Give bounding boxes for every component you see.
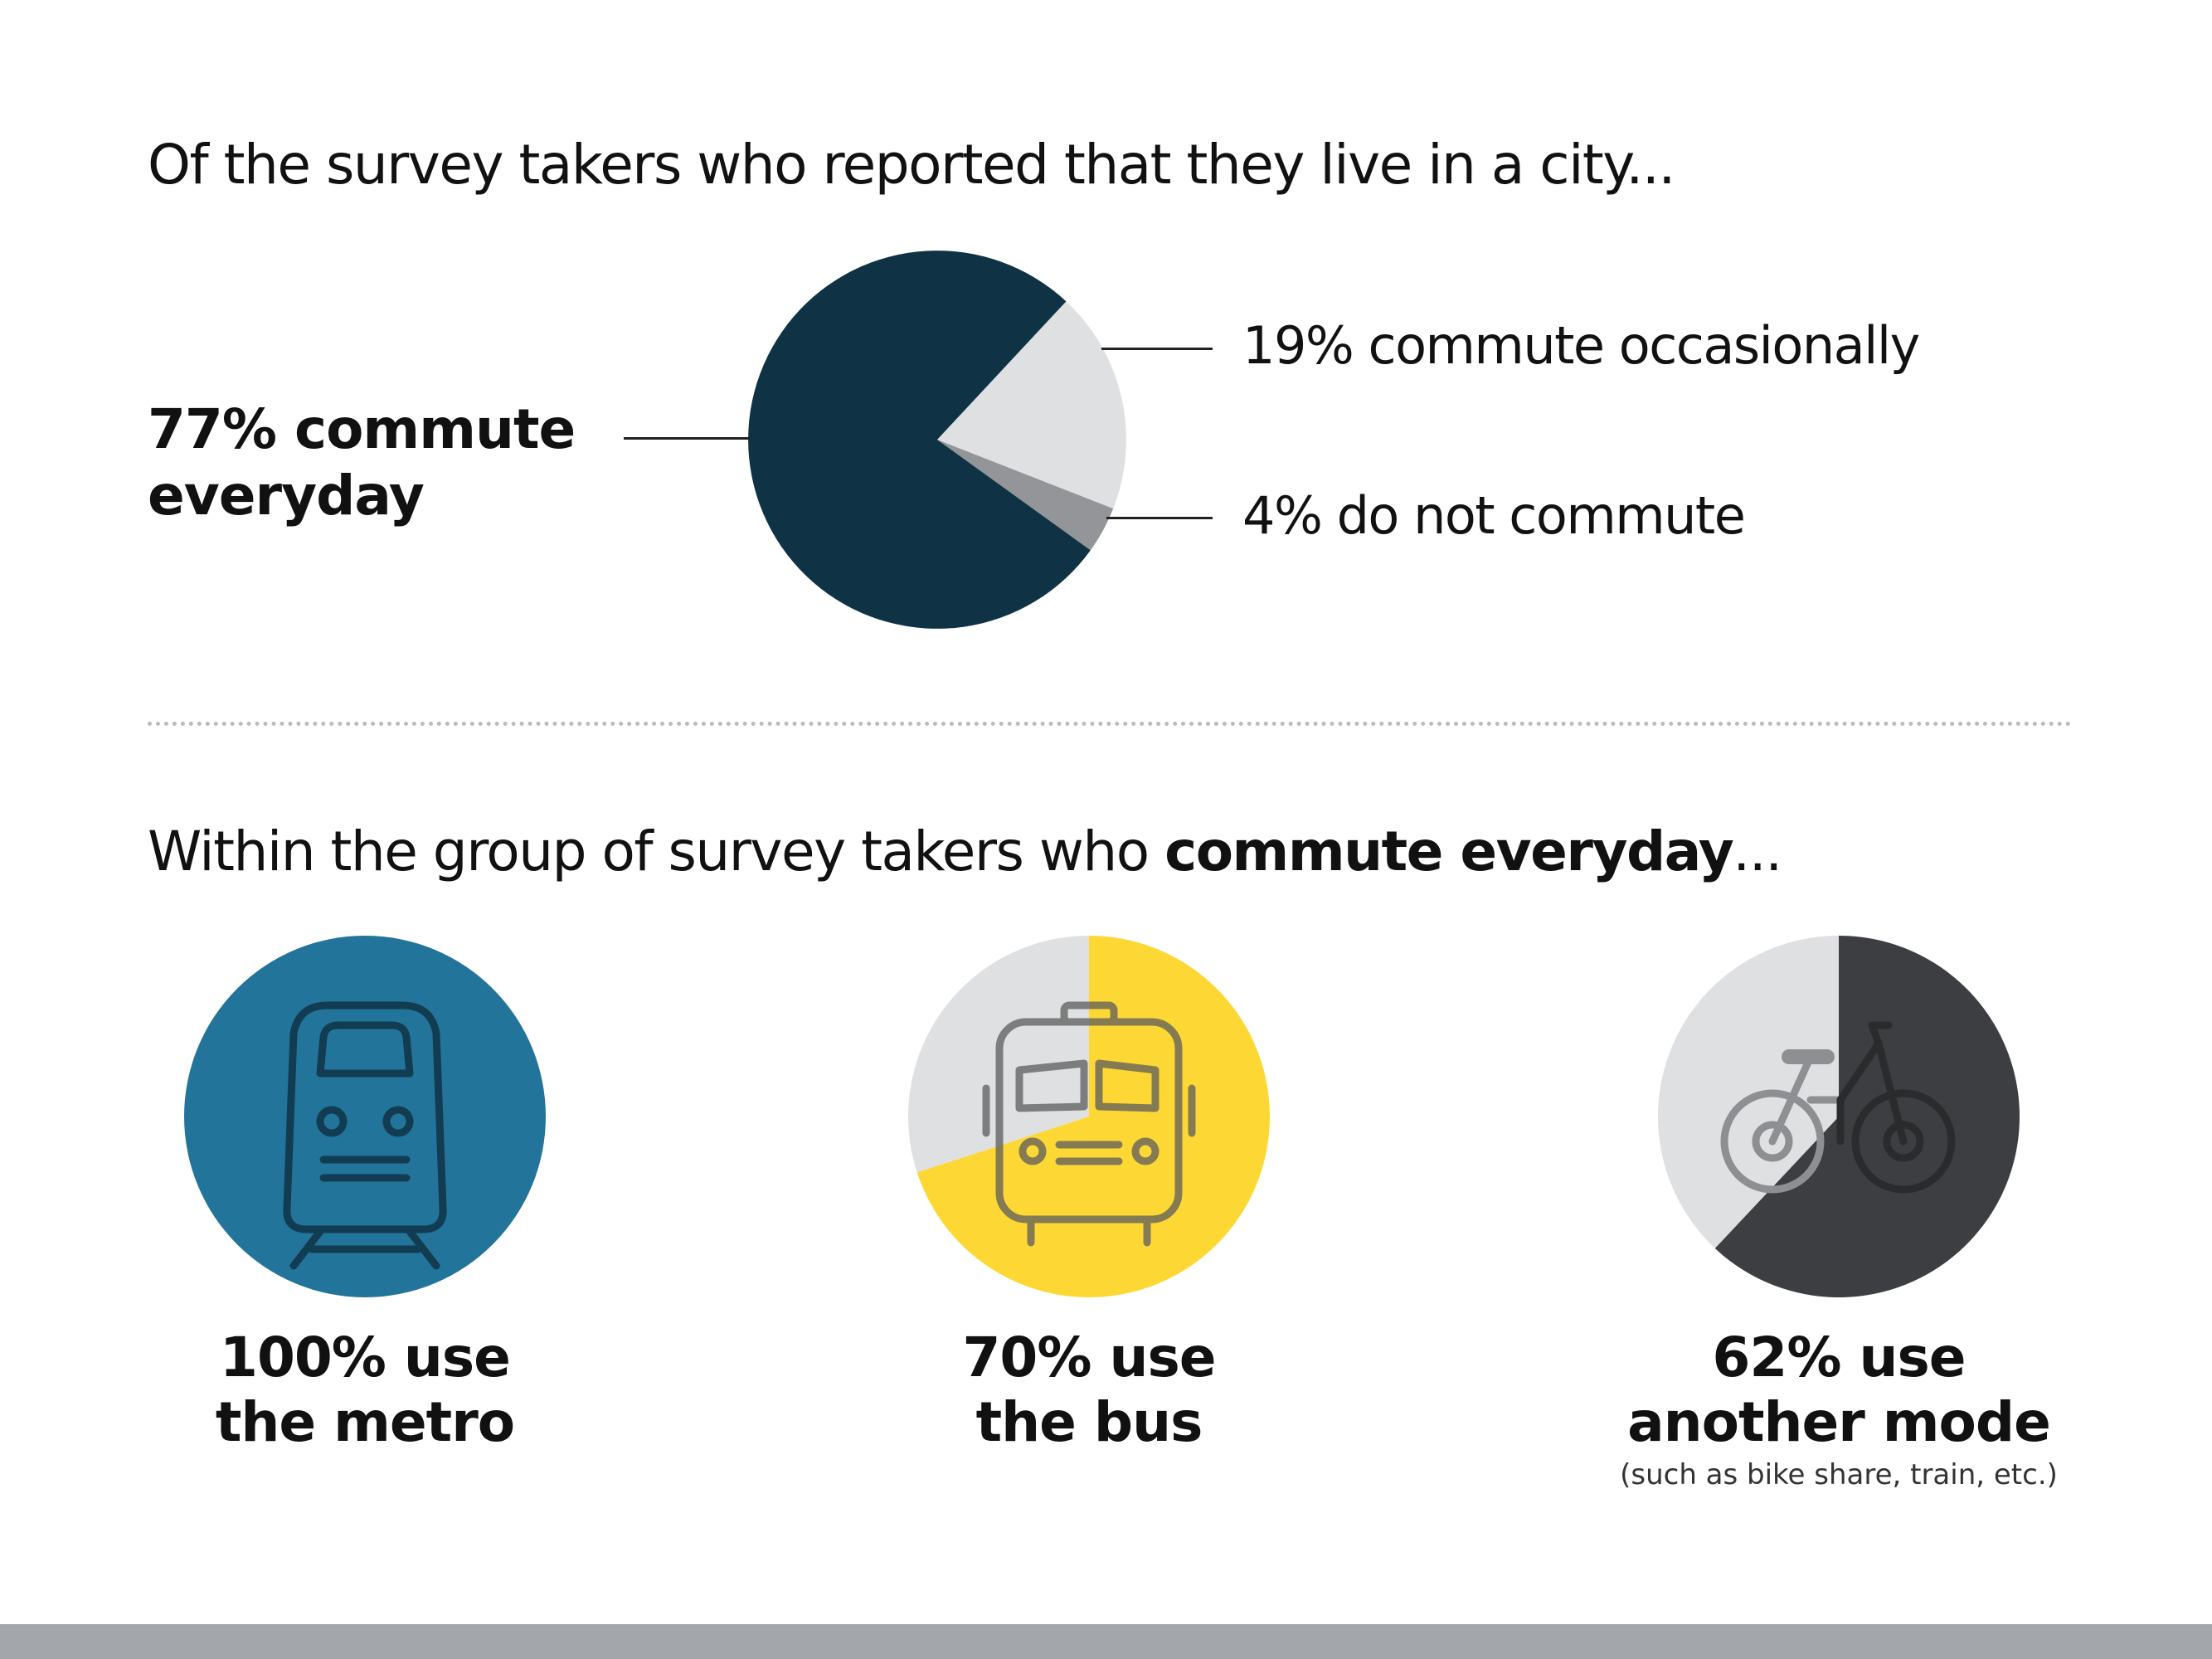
metro-pie xyxy=(184,936,546,1297)
everyday-label-line1: 77% commute xyxy=(148,397,576,461)
bus-icon xyxy=(982,1001,1196,1247)
other-mode-stat-line1: 62% use xyxy=(1712,1326,1966,1389)
other-mode-note: (such as bike share, train, etc.) xyxy=(1620,1458,2058,1491)
occasionally-leader-line xyxy=(1101,348,1213,350)
other-mode-pie xyxy=(1658,936,2020,1297)
other-mode-stat-line2: another mode xyxy=(1627,1390,2051,1454)
commute-slice-do-not-commute xyxy=(937,440,1114,551)
top-heading: Of the survey takers who reported that t… xyxy=(148,133,1675,197)
metro-stat-line1: 100% use xyxy=(220,1326,511,1389)
section-divider xyxy=(148,722,2072,726)
bottom-heading-bold: commute everyday xyxy=(1164,820,1734,883)
commute-slice-commute-everyday xyxy=(748,251,1091,629)
bus-stat-line1: 70% use xyxy=(962,1326,1217,1389)
other-mode-slice-use-another-mode xyxy=(1714,936,2020,1297)
everyday-label-line2: everyday xyxy=(148,464,425,528)
bottom-heading: Within the group of survey takers who co… xyxy=(148,820,1782,883)
metro-slice-use-the-metro xyxy=(184,936,546,1297)
bus-stat-line2: the bus xyxy=(975,1390,1203,1454)
bicycle-icon xyxy=(1720,1021,1956,1194)
train-icon xyxy=(283,1001,447,1270)
not-commute-leader-line xyxy=(1106,517,1213,519)
not-commute-label: 4% do not commute xyxy=(1242,485,1746,546)
everyday-label: 77% commute everyday xyxy=(148,397,576,529)
occasionally-label: 19% commute occasionally xyxy=(1242,315,1920,376)
metro-stat: 100% use the metro xyxy=(158,1326,572,1455)
footer-bar xyxy=(0,1624,2212,1659)
metro-stat-line2: the metro xyxy=(215,1390,515,1454)
everyday-leader-line xyxy=(624,437,750,440)
bus-pie xyxy=(908,936,1270,1297)
commute-slice-commute-occasionally xyxy=(937,301,1126,509)
commute-frequency-pie xyxy=(748,251,1126,629)
bottom-heading-suffix: ... xyxy=(1733,820,1782,883)
other-mode-slice-other xyxy=(1658,936,1839,1248)
bus-stat: 70% use the bus xyxy=(882,1326,1296,1455)
other-mode-stat: 62% use another mode (such as bike share… xyxy=(1590,1326,2088,1491)
bottom-heading-prefix: Within the group of survey takers who xyxy=(148,820,1165,883)
